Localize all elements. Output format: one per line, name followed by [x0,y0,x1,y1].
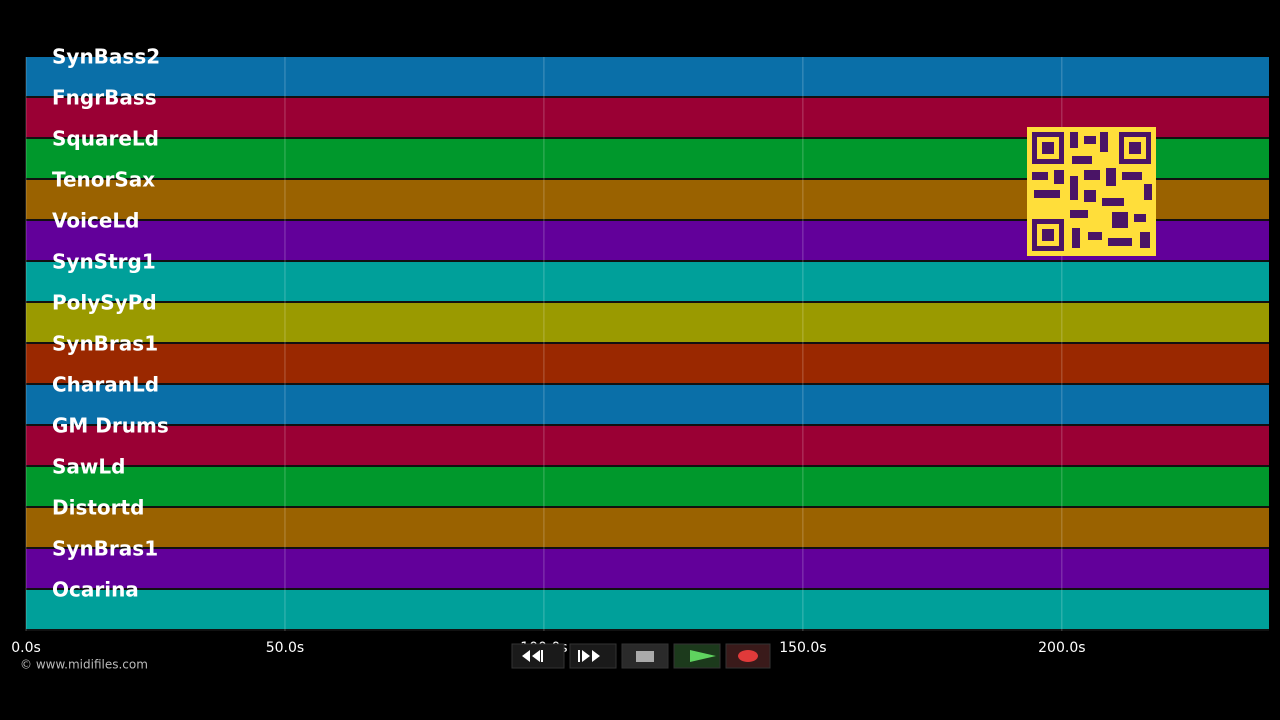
track-band [26,344,1269,385]
track-band [26,303,1269,344]
rewind-button[interactable] [511,643,565,669]
track-name: SquareLd [52,127,159,151]
track-name: SynBras1 [52,332,158,356]
x-tick-label: 50.0s [266,640,304,656]
track-band [26,467,1269,508]
record-button[interactable] [725,643,771,669]
qr-code [1027,127,1156,256]
track-name: SynStrg1 [52,250,156,274]
track-name: PolySyPd [52,291,157,315]
fast-forward-button[interactable] [569,643,617,669]
track-name: CharanLd [52,373,159,397]
x-tick-label: 0.0s [11,640,41,656]
stop-button[interactable] [621,643,669,669]
track-name: VoiceLd [52,209,139,233]
track-name: SawLd [52,455,125,479]
track-band [26,549,1269,590]
x-tick-label: 150.0s [779,640,826,656]
track-name: FngrBass [52,86,157,110]
track-band [26,57,1269,98]
track-name: TenorSax [52,168,155,192]
track-band [26,590,1269,631]
track-band [26,426,1269,467]
track-bands [26,57,1269,631]
track-name: SynBass2 [52,45,160,69]
x-tick-label: 200.0s [1038,640,1085,656]
track-name: Ocarina [52,578,139,602]
track-band [26,262,1269,303]
play-button[interactable] [673,643,721,669]
transport-controls [511,643,771,669]
track-name: GM Drums [52,414,169,438]
track-band [26,508,1269,549]
copyright: © www.midifiles.com [20,658,148,672]
track-name: SynBras1 [52,537,158,561]
track-name: Distortd [52,496,144,520]
track-labels: SynBass2 FngrBass SquareLd TenorSax VoiceLd S… [52,45,169,602]
track-band [26,385,1269,426]
